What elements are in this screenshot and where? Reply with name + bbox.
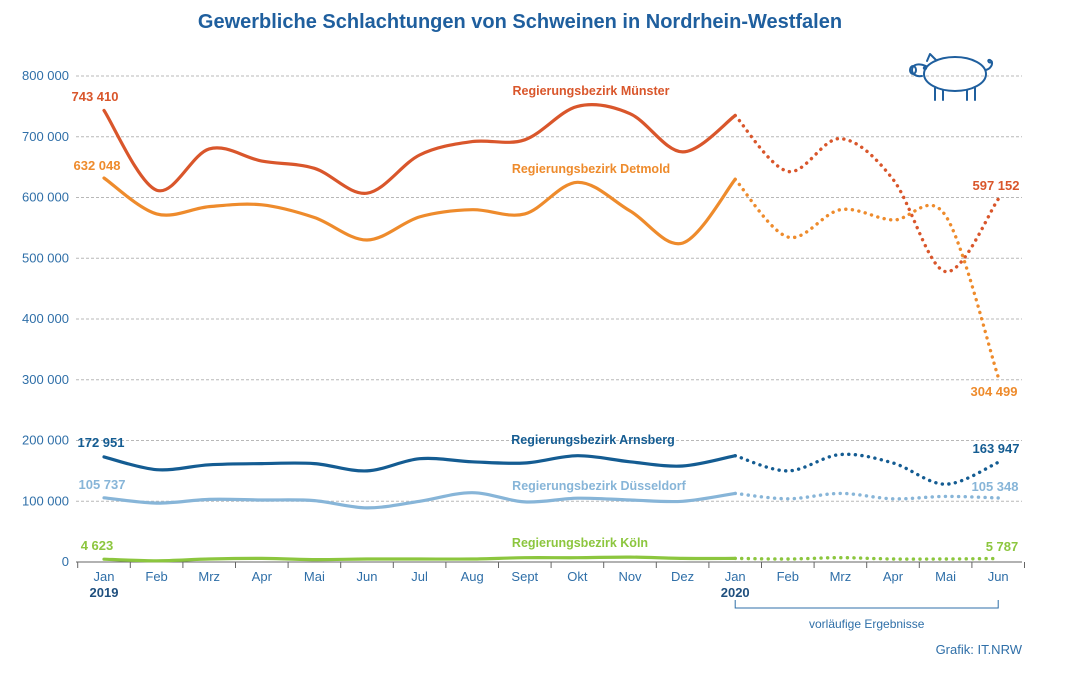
y-tick-label: 300 000 bbox=[22, 372, 69, 387]
y-tick-label: 400 000 bbox=[22, 311, 69, 326]
provisional-note: vorläufige Ergebnisse bbox=[809, 617, 925, 631]
x-tick-label: Jun bbox=[988, 569, 1009, 584]
end-value-label: 163 947 bbox=[973, 441, 1020, 456]
chart-title: Gewerbliche Schlachtungen von Schweinen … bbox=[198, 11, 842, 33]
series-1 bbox=[102, 176, 1000, 379]
series-name-label: Regierungsbezirk Arnsberg bbox=[511, 433, 674, 447]
x-tick-label: Nov bbox=[618, 569, 642, 584]
x-tick-label: Jun bbox=[357, 569, 378, 584]
series-line-provisional bbox=[733, 113, 1000, 274]
x-tick-label: Jan bbox=[725, 569, 746, 584]
series-name-label: Regierungsbezirk Köln bbox=[512, 536, 648, 550]
x-tick-label: Apr bbox=[252, 569, 273, 584]
provisional-bracket: vorläufige Ergebnisse bbox=[734, 600, 999, 631]
x-tick-label: Mai bbox=[304, 569, 325, 584]
end-value-label: 105 348 bbox=[972, 479, 1019, 494]
x-tick-label: Mrz bbox=[198, 569, 220, 584]
series-name-label: Regierungsbezirk Detmold bbox=[512, 162, 670, 176]
series-line bbox=[102, 454, 737, 473]
provisional-bracket-line bbox=[734, 600, 999, 609]
series-line bbox=[102, 103, 737, 195]
x-tick-label: Mai bbox=[935, 569, 956, 584]
y-tick-label: 100 000 bbox=[22, 493, 69, 508]
series-line-provisional bbox=[733, 452, 1000, 486]
x-tick-label: Sept bbox=[511, 569, 538, 584]
series-4 bbox=[102, 555, 1000, 563]
label-layer: Regierungsbezirk Münster 743 410 597 152 Re… bbox=[72, 84, 1020, 554]
series-line-provisional bbox=[733, 491, 1000, 501]
end-value-label: 5 787 bbox=[986, 539, 1019, 554]
credit-text: Grafik: IT.NRW bbox=[936, 642, 1023, 657]
end-value-label: 304 499 bbox=[971, 384, 1018, 399]
series-line bbox=[102, 491, 737, 510]
start-value-label: 743 410 bbox=[72, 89, 119, 104]
y-tick-label: 600 000 bbox=[22, 190, 69, 205]
x-tick-label: Okt bbox=[567, 569, 588, 584]
series-2 bbox=[102, 452, 1000, 486]
year-label: 2020 bbox=[721, 585, 750, 600]
y-tick-label: 0 bbox=[62, 554, 69, 569]
x-tick-label: Apr bbox=[883, 569, 904, 584]
x-tick-label: Jul bbox=[411, 569, 428, 584]
x-tick-label: Mrz bbox=[830, 569, 852, 584]
series-name-label: Regierungsbezirk Düsseldorf bbox=[512, 479, 686, 493]
y-tick-label: 800 000 bbox=[22, 68, 69, 83]
y-tick-label: 500 000 bbox=[22, 250, 69, 265]
series-line bbox=[102, 176, 737, 246]
series-line-provisional bbox=[733, 555, 1000, 561]
pig-icon bbox=[909, 53, 994, 101]
series-layer bbox=[102, 103, 1000, 563]
start-value-label: 4 623 bbox=[81, 538, 114, 553]
series-line bbox=[102, 555, 737, 563]
start-value-label: 632 048 bbox=[74, 158, 121, 173]
series-0 bbox=[102, 103, 1000, 274]
y-tick-label: 700 000 bbox=[22, 129, 69, 144]
year-label: 2019 bbox=[90, 585, 119, 600]
series-line-provisional bbox=[733, 177, 1000, 379]
end-value-label: 597 152 bbox=[973, 178, 1020, 193]
series-name-label: Regierungsbezirk Münster bbox=[513, 84, 670, 98]
start-value-label: 105 737 bbox=[79, 477, 126, 492]
x-tick-label: Dez bbox=[671, 569, 694, 584]
x-tick-label: Feb bbox=[777, 569, 799, 584]
axis-layer: 0 100 000 200 000 300 000 400 000 500 000 600 … bbox=[22, 68, 1025, 600]
x-tick-label: Feb bbox=[145, 569, 167, 584]
y-tick-label: 200 000 bbox=[22, 433, 69, 448]
x-tick-label: Jan bbox=[94, 569, 115, 584]
start-value-label: 172 951 bbox=[78, 435, 125, 450]
series-3 bbox=[102, 491, 1000, 510]
x-tick-label: Aug bbox=[461, 569, 484, 584]
